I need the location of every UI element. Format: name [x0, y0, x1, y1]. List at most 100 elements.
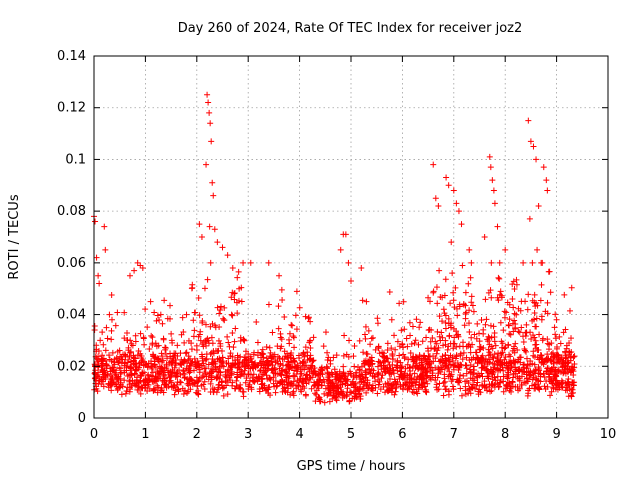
data-point — [441, 375, 448, 382]
data-point — [245, 365, 252, 372]
data-point — [418, 376, 425, 383]
data-point — [290, 372, 297, 379]
data-point — [193, 346, 200, 353]
data-point — [273, 383, 280, 390]
data-point — [360, 349, 367, 356]
data-point — [388, 345, 395, 352]
data-point — [250, 378, 257, 385]
data-point — [129, 342, 136, 349]
data-point — [530, 143, 537, 150]
data-point — [433, 284, 440, 291]
data-point — [181, 387, 188, 394]
data-point — [109, 349, 116, 356]
data-point — [569, 386, 576, 393]
data-point — [543, 355, 550, 362]
data-point — [491, 361, 498, 368]
data-point — [228, 311, 235, 318]
data-point — [497, 319, 504, 326]
data-point — [364, 379, 371, 386]
data-point — [447, 361, 454, 368]
data-point — [529, 259, 536, 266]
data-point — [468, 259, 475, 266]
data-point — [506, 330, 513, 337]
data-point — [286, 330, 293, 337]
data-point — [108, 316, 115, 323]
data-point — [523, 355, 530, 362]
data-point — [436, 333, 443, 340]
data-point — [277, 371, 284, 378]
data-point — [556, 358, 563, 365]
data-point — [520, 364, 527, 371]
data-point — [388, 316, 395, 323]
data-point — [199, 355, 206, 362]
data-point — [485, 369, 492, 376]
data-point — [466, 386, 473, 393]
data-point — [217, 303, 224, 310]
data-point — [112, 322, 119, 329]
data-point — [197, 328, 204, 335]
data-point — [525, 117, 532, 124]
data-point — [207, 120, 214, 127]
x-tick-label: 2 — [193, 427, 201, 442]
y-tick-labels: 0 0.02 0.04 0.06 0.08 0.1 0.12 0.14 — [57, 49, 86, 426]
data-point — [455, 208, 462, 215]
data-point — [553, 381, 560, 388]
data-point — [345, 259, 352, 266]
data-point — [324, 357, 331, 364]
data-point — [538, 316, 545, 323]
data-point — [106, 311, 113, 318]
data-point — [204, 276, 211, 283]
data-point — [306, 337, 313, 344]
data-point — [565, 378, 572, 385]
data-point — [394, 338, 401, 345]
data-point — [497, 379, 504, 386]
data-point — [194, 361, 201, 368]
data-point — [374, 390, 381, 397]
data-point — [272, 370, 279, 377]
data-point — [449, 270, 456, 277]
data-point — [170, 369, 177, 376]
data-point — [229, 353, 236, 360]
data-point — [558, 377, 565, 384]
data-point — [531, 334, 538, 341]
data-point — [362, 323, 369, 330]
data-point — [442, 341, 449, 348]
data-point — [162, 344, 169, 351]
data-point — [356, 386, 363, 393]
data-point — [486, 384, 493, 391]
data-point — [142, 306, 149, 313]
data-point — [548, 365, 555, 372]
data-point — [294, 368, 301, 375]
data-point — [512, 364, 519, 371]
data-point — [248, 359, 255, 366]
data-point — [483, 366, 490, 373]
data-point — [151, 361, 158, 368]
data-point — [548, 351, 555, 358]
data-point — [451, 304, 458, 311]
data-point — [171, 382, 178, 389]
data-point — [91, 369, 98, 376]
data-point — [369, 334, 376, 341]
data-point — [266, 344, 273, 351]
data-point — [426, 298, 433, 305]
data-point — [489, 370, 496, 377]
data-point — [338, 388, 345, 395]
data-point — [152, 354, 159, 361]
data-point — [434, 328, 441, 335]
data-point — [527, 357, 534, 364]
data-point — [302, 313, 309, 320]
data-point — [458, 221, 465, 228]
data-point — [532, 381, 539, 388]
data-point — [216, 375, 223, 382]
data-point — [536, 356, 543, 363]
data-point — [544, 340, 551, 347]
data-point — [442, 386, 449, 393]
data-point — [378, 362, 385, 369]
data-point — [460, 372, 467, 379]
data-point — [173, 359, 180, 366]
data-point — [240, 336, 247, 343]
data-point — [236, 285, 243, 292]
data-point — [233, 299, 240, 306]
data-point — [101, 223, 108, 230]
data-point — [521, 347, 528, 354]
